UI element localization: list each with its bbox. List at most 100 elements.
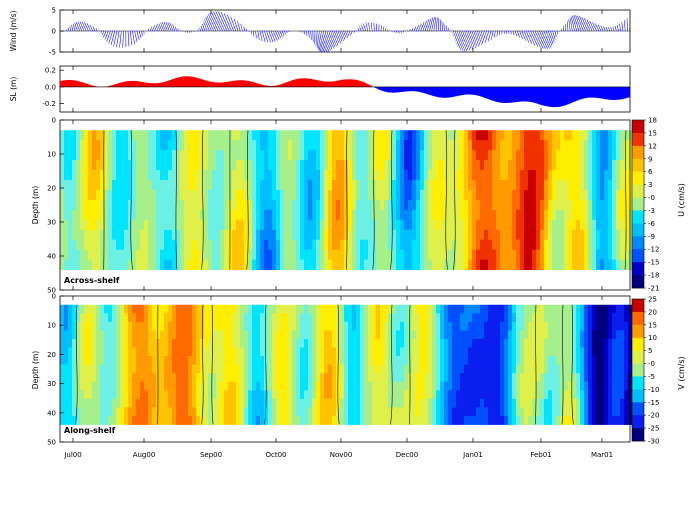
- heatmap-cell: [372, 390, 376, 399]
- heatmap-cell: [236, 407, 240, 416]
- heatmap-cell: [296, 339, 300, 348]
- sealevel-negative-bar: [557, 87, 559, 107]
- heatmap-cell: [248, 365, 252, 374]
- heatmap-cell: [280, 382, 284, 391]
- heatmap-cell: [244, 313, 248, 322]
- heatmap-cell: [616, 356, 620, 365]
- heatmap-cell: [440, 130, 444, 140]
- heatmap-cell: [536, 322, 540, 331]
- heatmap-cell: [500, 210, 504, 220]
- heatmap-cell: [312, 130, 316, 140]
- heatmap-cell: [152, 260, 156, 270]
- heatmap-cell: [544, 330, 548, 339]
- heatmap-cell: [608, 339, 612, 348]
- heatmap-cell: [348, 210, 352, 220]
- heatmap-cell: [444, 399, 448, 408]
- heatmap-cell: [456, 390, 460, 399]
- heatmap-cell: [252, 190, 256, 200]
- heatmap-cell: [144, 339, 148, 348]
- heatmap-cell: [108, 399, 112, 408]
- heatmap-cell: [468, 365, 472, 374]
- heatmap-cell: [148, 382, 152, 391]
- heatmap-cell: [572, 390, 576, 399]
- heatmap-cell: [608, 160, 612, 170]
- heatmap-cell: [284, 416, 288, 425]
- heatmap-cell: [576, 140, 580, 150]
- heatmap-cell: [92, 160, 96, 170]
- heatmap-cell: [480, 130, 484, 140]
- heatmap-cell: [528, 382, 532, 391]
- heatmap-cell: [596, 130, 600, 140]
- heatmap-cell: [276, 220, 280, 230]
- heatmap-cell: [512, 170, 516, 180]
- heatmap-cell: [376, 322, 380, 331]
- heatmap-cell: [552, 140, 556, 150]
- heatmap-cell: [108, 313, 112, 322]
- heatmap-cell: [124, 240, 128, 250]
- sealevel-negative-bar: [534, 87, 536, 103]
- sealevel-positive-bar: [177, 78, 179, 87]
- sealevel-positive-bar: [209, 81, 211, 87]
- heatmap-cell: [156, 150, 160, 160]
- heatmap-cell: [476, 160, 480, 170]
- heatmap-cell: [520, 365, 524, 374]
- heatmap-cell: [548, 373, 552, 382]
- heatmap-cell: [172, 339, 176, 348]
- heatmap-cell: [404, 382, 408, 391]
- wind-stick: [399, 31, 400, 33]
- heatmap-cell: [164, 313, 168, 322]
- heatmap-cell: [424, 150, 428, 160]
- heatmap-cell: [564, 339, 568, 348]
- heatmap-cell: [100, 382, 104, 391]
- heatmap-cell: [368, 240, 372, 250]
- heatmap-cell: [212, 305, 216, 314]
- heatmap-cell: [600, 220, 604, 230]
- heatmap-cell: [84, 390, 88, 399]
- heatmap-cell: [92, 399, 96, 408]
- heatmap-cell: [188, 365, 192, 374]
- heatmap-cell: [168, 170, 172, 180]
- heatmap-cell: [496, 150, 500, 160]
- heatmap-cell: [608, 240, 612, 250]
- sealevel-positive-bar: [365, 83, 367, 87]
- heatmap-cell: [212, 240, 216, 250]
- heatmap-cell: [260, 150, 264, 160]
- heatmap-cell: [436, 382, 440, 391]
- heatmap-cell: [516, 140, 520, 150]
- heatmap-cell: [420, 180, 424, 190]
- heatmap-cell: [252, 373, 256, 382]
- heatmap-cell: [320, 180, 324, 190]
- heatmap-cell: [416, 150, 420, 160]
- heatmap-cell: [392, 416, 396, 425]
- heatmap-cell: [380, 190, 384, 200]
- x-tick-label-Dec00: Dec00: [396, 451, 418, 459]
- heatmap-cell: [496, 313, 500, 322]
- heatmap-cell: [492, 210, 496, 220]
- sealevel-negative-bar: [594, 87, 596, 98]
- heatmap-cell: [456, 150, 460, 160]
- heatmap-cell: [264, 322, 268, 331]
- heatmap-cell: [300, 140, 304, 150]
- heatmap-cell: [416, 339, 420, 348]
- sealevel-positive-bar: [179, 77, 181, 87]
- heatmap-cell: [456, 305, 460, 314]
- heatmap-cell: [160, 170, 164, 180]
- heatmap-cell: [496, 190, 500, 200]
- heatmap-cell: [520, 322, 524, 331]
- heatmap-cell: [476, 322, 480, 331]
- sealevel-positive-bar: [323, 81, 325, 87]
- heatmap-cell: [320, 140, 324, 150]
- heatmap-cell: [160, 140, 164, 150]
- heatmap-cell: [168, 322, 172, 331]
- heatmap-cell: [348, 330, 352, 339]
- heatmap-cell: [480, 330, 484, 339]
- heatmap-cell: [108, 240, 112, 250]
- heatmap-cell: [440, 365, 444, 374]
- heatmap-cell: [96, 180, 100, 190]
- sealevel-positive-bar: [140, 82, 142, 87]
- heatmap-cell: [260, 220, 264, 230]
- heatmap-cell: [384, 160, 388, 170]
- heatmap-cell: [456, 356, 460, 365]
- heatmap-cell: [280, 339, 284, 348]
- heatmap-cell: [124, 160, 128, 170]
